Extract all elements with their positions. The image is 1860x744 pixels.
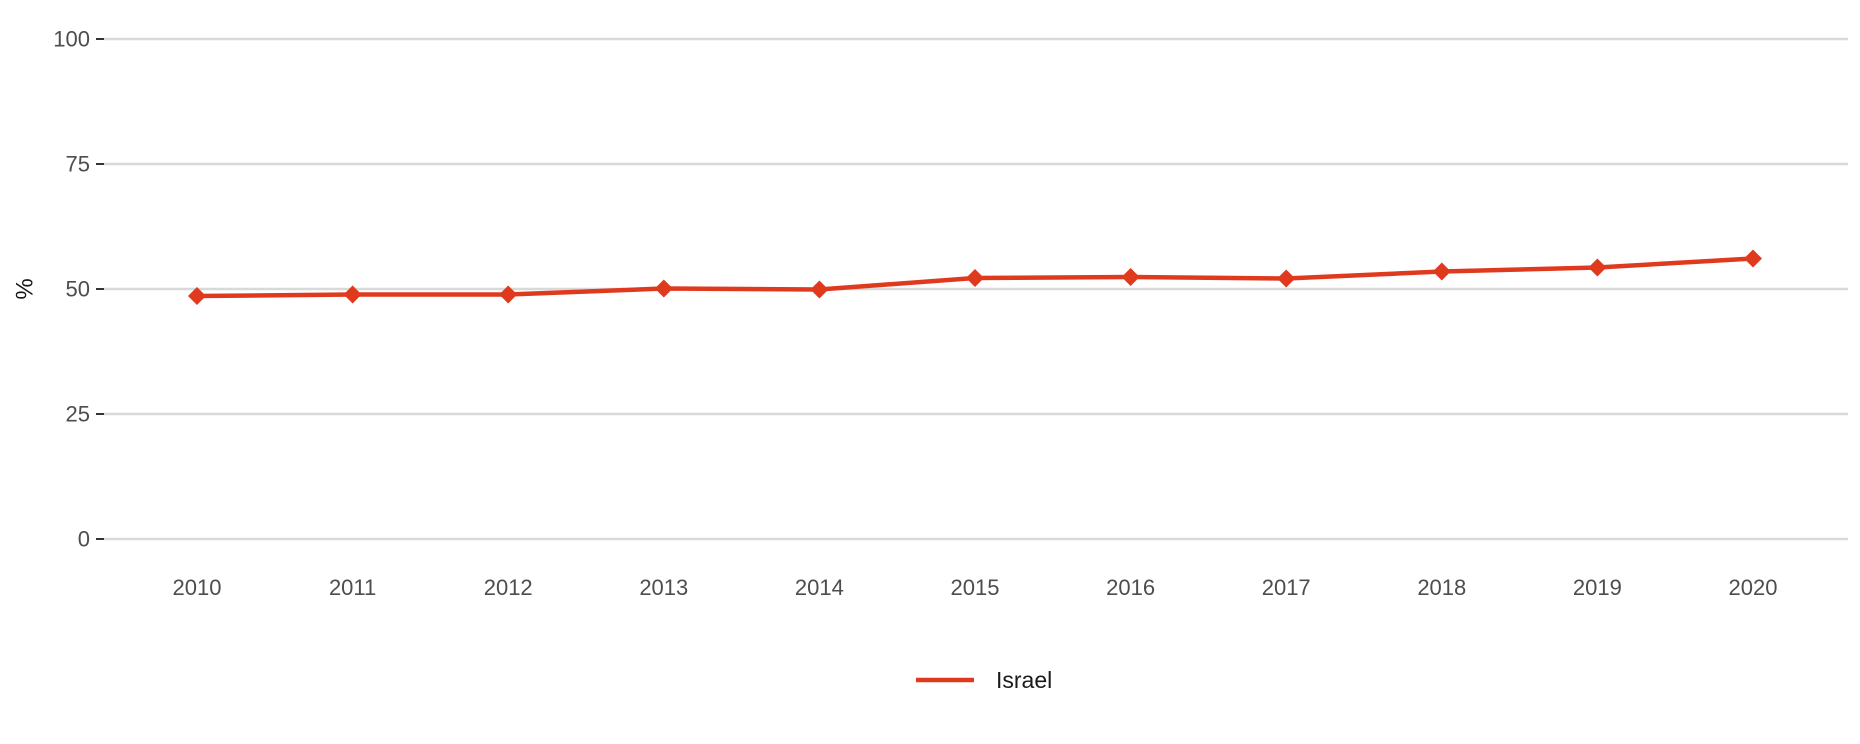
series-layer [188, 249, 1762, 305]
legend: Israel [916, 667, 1052, 693]
data-point-marker [810, 280, 829, 299]
y-tick-label: 100 [53, 27, 90, 52]
x-tick-label: 2013 [639, 575, 688, 600]
y-tick-label: 50 [66, 277, 90, 302]
series-israel [188, 249, 1762, 305]
y-axis-title: % [12, 278, 39, 299]
y-gridlines [104, 37, 1848, 541]
y-axis: 0 25 50 75 100 [53, 27, 104, 552]
x-tick-label: 2018 [1417, 575, 1466, 600]
y-tick-label: 75 [66, 152, 90, 177]
x-tick-label: 2014 [795, 575, 844, 600]
data-point-marker [966, 269, 984, 287]
x-tick-label: 2019 [1573, 575, 1622, 600]
data-point-marker [343, 285, 362, 304]
x-tick-label: 2010 [173, 575, 222, 600]
x-tick-label: 2017 [1262, 575, 1311, 600]
x-tick-label: 2012 [484, 575, 533, 600]
data-point-marker [1744, 249, 1762, 268]
data-point-marker [1277, 269, 1296, 288]
x-tick-label: 2011 [329, 575, 376, 600]
legend-label: Israel [996, 667, 1052, 693]
data-point-marker [1588, 258, 1607, 277]
data-point-marker [1432, 262, 1451, 281]
x-tick-label: 2016 [1106, 575, 1155, 600]
data-point-marker [654, 279, 673, 298]
x-tick-label: 2015 [951, 575, 1000, 600]
x-axis: 2010 2011 2012 2013 2014 2015 2016 2017 2018 2019… [173, 575, 1778, 600]
y-tick-label: 25 [66, 402, 90, 427]
data-point-marker [188, 287, 206, 305]
data-point-marker [499, 285, 518, 304]
y-tick-label: 0 [78, 527, 90, 552]
data-point-marker [1121, 268, 1140, 286]
x-tick-label: 2020 [1729, 575, 1778, 600]
